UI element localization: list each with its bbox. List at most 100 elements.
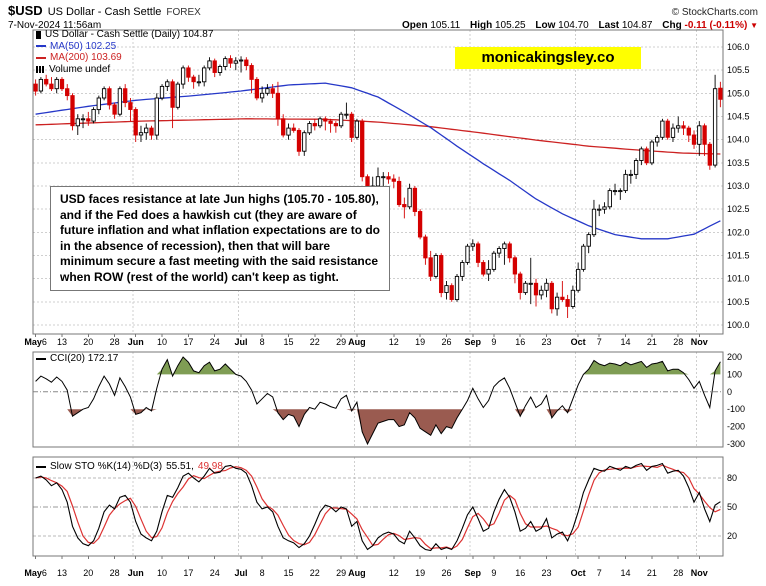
svg-text:26: 26 [441,337,451,347]
sto-legend: Slow STO %K(14) %D(3) 55.51, 49.98 [36,461,223,473]
main-panel-border [32,29,724,335]
annotation-line: in the absence of recession), then that … [60,238,331,253]
sto-d-value: 49.98 [197,461,223,473]
svg-text:10: 10 [157,337,167,347]
price-legend-title-row: US Dollar - Cash Settle (Daily) 104.87 [36,29,213,41]
svg-text:14: 14 [621,337,631,347]
svg-text:26: 26 [441,568,451,578]
svg-text:20: 20 [83,568,93,578]
exchange: FOREX [166,7,201,18]
ma200-line-icon [36,56,46,59]
annotation-line: when ROW (rest of the world) can't keep … [60,269,339,284]
price-axis-label: 102.5 [727,204,750,214]
svg-text:16: 16 [515,568,525,578]
cci-axis-label: 100 [727,369,742,379]
svg-text:17: 17 [183,337,193,347]
svg-text:Oct: Oct [571,568,586,578]
cci-legend: CCI(20) 172.17 [36,353,118,365]
svg-text:15: 15 [283,337,293,347]
svg-text:12: 12 [389,568,399,578]
svg-text:Nov: Nov [691,568,708,578]
ma200-line [35,118,721,155]
chart-canvas: 106.0 105.5 105.0 104.5 104.0 103.5 103.0 102.5… [24,29,750,578]
svg-text:14: 14 [621,568,631,578]
svg-text:Aug: Aug [348,568,366,578]
svg-text:16: 16 [515,337,525,347]
cci-axis-label: -100 [727,404,745,414]
sto-panel: 80 50 20 [32,456,737,557]
price-axis-label: 100.0 [727,320,750,330]
instrument-name: US Dollar - Cash Settle [47,6,162,18]
svg-text:29: 29 [336,568,346,578]
cci-axis-label: 0 [727,387,732,397]
svg-text:7: 7 [597,568,602,578]
price-axis-label: 106.0 [727,42,750,52]
chart-header: $USD US Dollar - Cash Settle FOREX © Stock… [0,0,766,31]
cci-negative-fill [35,409,721,444]
svg-text:28: 28 [673,337,683,347]
svg-text:28: 28 [110,568,120,578]
svg-text:Jul: Jul [235,337,248,347]
annotation-line: USD faces resistance at late Jun highs (… [60,192,379,206]
promo-banner[interactable]: monicakingsley.co [455,47,641,69]
sto-axis-label: 80 [727,473,737,483]
svg-text:21: 21 [647,568,657,578]
down-arrow-icon: ▼ [750,21,758,30]
datetime: 7-Nov-2024 11:56am [8,20,102,31]
price-axis-label: 104.5 [727,112,750,122]
cci-axis-label: 200 [727,352,742,362]
copyright: © StockCharts.com [671,7,758,18]
svg-text:Jun: Jun [128,337,144,347]
ma50-line-icon [36,45,46,48]
candles [33,55,723,318]
quote-last: Last 104.87 [598,20,653,31]
svg-text:13: 13 [57,568,67,578]
svg-text:24: 24 [210,568,220,578]
volume-bars-icon [36,65,45,73]
svg-text:20: 20 [83,337,93,347]
price-axis-label: 101.0 [727,274,750,284]
ma50-legend: MA(50) 102.25 [36,41,213,53]
svg-text:Aug: Aug [348,337,366,347]
price-axis-label: 105.5 [727,65,750,75]
svg-text:22: 22 [310,568,320,578]
svg-text:10: 10 [157,568,167,578]
sto-axis-label: 20 [727,531,737,541]
svg-text:22: 22 [310,337,320,347]
price-legend: US Dollar - Cash Settle (Daily) 104.87 M… [36,29,213,75]
price-axis-label: 101.5 [727,251,750,261]
cci-axis-label: -300 [727,439,745,449]
svg-text:17: 17 [183,568,193,578]
cci-line [35,356,721,446]
cci-positive-fill [35,357,721,375]
sto-line-icon [36,465,46,468]
svg-text:May6: May6 [24,568,47,578]
svg-text:7: 7 [597,337,602,347]
quote-change: Chg -0.11 (-0.11%) ▼ [662,20,758,31]
x-axis-labels-top: May6 13 20 28 Jun 10 17 24 Jul 8 15 22 29 Aug 12 19 26 Se… [24,334,708,347]
quote-low: Low 104.70 [535,20,589,31]
svg-text:8: 8 [260,568,265,578]
annotation-box: USD faces resistance at late Jun highs (… [50,186,391,291]
svg-text:24: 24 [210,337,220,347]
svg-text:May6: May6 [24,337,47,347]
svg-text:28: 28 [110,337,120,347]
annotation-line: future inflation and what inflation expe… [60,223,381,237]
quote-bar: Open 105.11 High 105.25 Low 104.70 Last … [395,20,758,31]
svg-text:9: 9 [491,568,496,578]
svg-text:12: 12 [389,337,399,347]
symbol: $USD [8,3,43,18]
price-axis-label: 100.5 [727,297,750,307]
svg-text:Jul: Jul [235,568,248,578]
month-gridlines [132,30,698,556]
svg-text:23: 23 [542,337,552,347]
candlestick-icon [36,30,41,39]
annotation-line: minimum secure a fast meeting with the s… [60,254,379,268]
price-axis-label: 103.5 [727,158,750,168]
svg-text:Sep: Sep [465,568,482,578]
sto-axis-label: 50 [727,502,737,512]
title-group: $USD US Dollar - Cash Settle FOREX [8,2,201,20]
svg-text:Jun: Jun [128,568,144,578]
x-axis-labels-bottom: May6 13 20 28 Jun 10 17 24 Jul 8 15 22 29 Aug 12 19 26 Se… [24,556,708,578]
